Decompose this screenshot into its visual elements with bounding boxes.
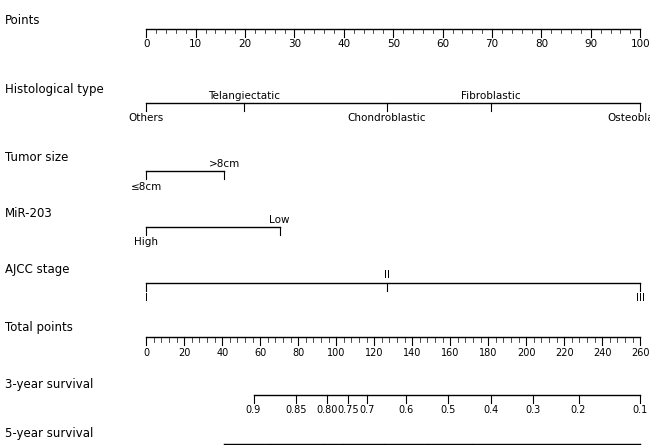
Text: 240: 240 [593, 348, 612, 357]
Text: I: I [145, 293, 148, 303]
Text: 0.5: 0.5 [441, 405, 456, 415]
Text: 160: 160 [441, 348, 460, 357]
Text: 0.75: 0.75 [337, 405, 359, 415]
Text: 0.4: 0.4 [483, 405, 499, 415]
Text: 40: 40 [216, 348, 228, 357]
Text: 0: 0 [143, 39, 150, 49]
Text: 220: 220 [555, 348, 573, 357]
Text: Telangiectatic: Telangiectatic [208, 91, 280, 101]
Text: 100: 100 [630, 39, 650, 49]
Text: Chondroblastic: Chondroblastic [348, 113, 426, 123]
Text: 0.1: 0.1 [632, 405, 648, 415]
Text: 80: 80 [292, 348, 304, 357]
Text: 260: 260 [631, 348, 649, 357]
Text: Fibroblastic: Fibroblastic [461, 91, 521, 101]
Text: Histological type: Histological type [5, 82, 104, 96]
Text: 40: 40 [337, 39, 350, 49]
Text: 80: 80 [535, 39, 548, 49]
Text: ≤8cm: ≤8cm [131, 182, 162, 191]
Text: II: II [384, 271, 390, 280]
Text: 20: 20 [178, 348, 190, 357]
Text: 10: 10 [189, 39, 202, 49]
Text: 200: 200 [517, 348, 536, 357]
Text: High: High [135, 237, 158, 247]
Text: 90: 90 [584, 39, 597, 49]
Text: 0.80: 0.80 [317, 405, 337, 415]
Text: >8cm: >8cm [209, 159, 240, 169]
Text: 0.9: 0.9 [246, 405, 261, 415]
Text: Others: Others [129, 113, 164, 123]
Text: 3-year survival: 3-year survival [5, 378, 94, 392]
Text: 20: 20 [239, 39, 252, 49]
Text: 0.7: 0.7 [359, 405, 375, 415]
Text: 0: 0 [143, 348, 150, 357]
Text: 60: 60 [254, 348, 266, 357]
Text: III: III [636, 293, 645, 303]
Text: 0.85: 0.85 [285, 405, 307, 415]
Text: Total points: Total points [5, 320, 73, 334]
Text: 60: 60 [436, 39, 449, 49]
Text: Tumor size: Tumor size [5, 151, 69, 165]
Text: 180: 180 [479, 348, 497, 357]
Text: 0.3: 0.3 [525, 405, 541, 415]
Text: 140: 140 [403, 348, 421, 357]
Text: Points: Points [5, 13, 41, 27]
Text: 0.6: 0.6 [398, 405, 414, 415]
Text: Osteoblastic: Osteoblastic [608, 113, 650, 123]
Text: 120: 120 [365, 348, 383, 357]
Text: 0.2: 0.2 [571, 405, 586, 415]
Text: 50: 50 [387, 39, 400, 49]
Text: 5-year survival: 5-year survival [5, 427, 94, 441]
Text: 30: 30 [288, 39, 301, 49]
Text: 70: 70 [486, 39, 499, 49]
Text: AJCC stage: AJCC stage [5, 263, 70, 276]
Text: 100: 100 [327, 348, 345, 357]
Text: Low: Low [269, 215, 290, 225]
Text: MiR-203: MiR-203 [5, 207, 53, 220]
